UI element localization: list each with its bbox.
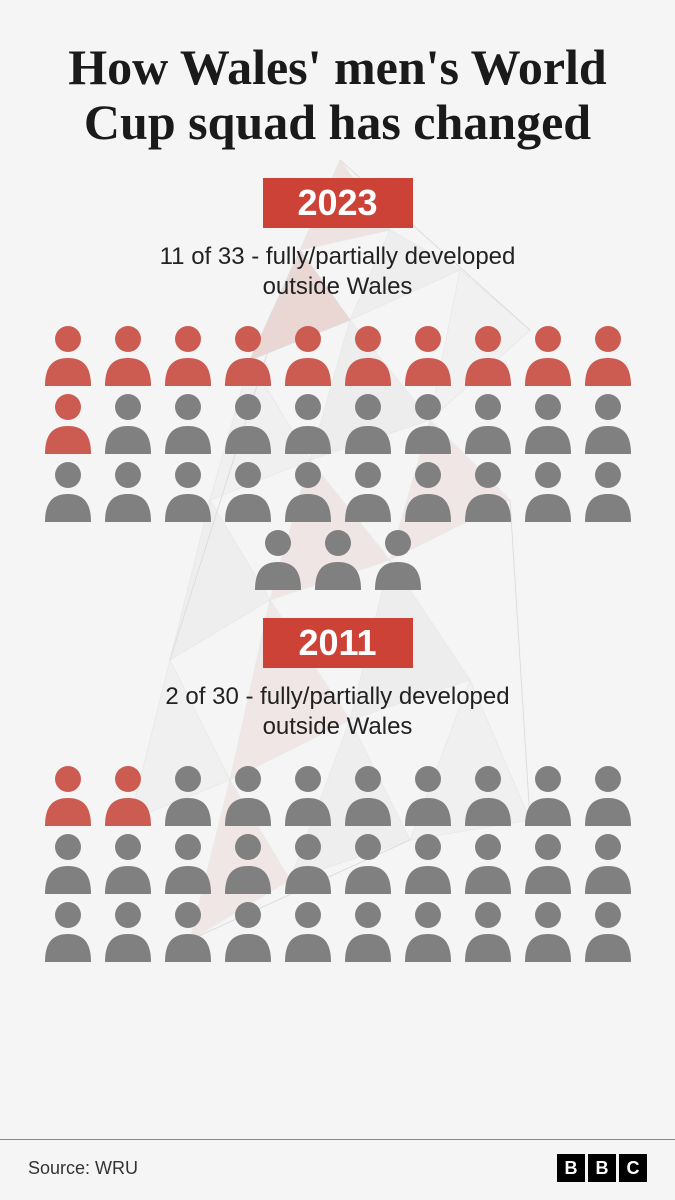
person-icon <box>579 456 637 522</box>
source-text: Source: WRU <box>28 1158 138 1179</box>
person-icon <box>219 388 277 454</box>
person-icon <box>399 760 457 826</box>
person-icon <box>99 760 157 826</box>
year-section: 2011 2 of 30 - fully/partially developedo… <box>36 618 639 962</box>
person-icon <box>579 828 637 894</box>
person-icon <box>339 828 397 894</box>
person-icon <box>279 896 337 962</box>
person-icon <box>519 320 577 386</box>
person-icon <box>519 456 577 522</box>
person-icon <box>159 456 217 522</box>
person-icon <box>459 320 517 386</box>
pictogram-row <box>39 828 637 894</box>
person-icon <box>219 896 277 962</box>
person-icon <box>339 320 397 386</box>
person-icon <box>309 524 367 590</box>
section-subtitle: 2 of 30 - fully/partially developedoutsi… <box>36 682 639 742</box>
year-pill: 2011 <box>263 618 413 668</box>
footer: Source: WRU B B C <box>0 1139 675 1200</box>
person-icon <box>39 896 97 962</box>
year-section: 2023 11 of 33 - fully/partially developed… <box>36 178 639 590</box>
bbc-logo: B B C <box>557 1154 647 1182</box>
person-icon <box>99 320 157 386</box>
person-icon <box>219 320 277 386</box>
page-title: How Wales' men's World Cup squad has cha… <box>36 40 639 150</box>
person-icon <box>159 828 217 894</box>
pictogram-row <box>39 388 637 454</box>
logo-letter: C <box>619 1154 647 1182</box>
person-icon <box>399 456 457 522</box>
person-icon <box>459 456 517 522</box>
person-icon <box>339 896 397 962</box>
person-icon <box>519 760 577 826</box>
person-icon <box>99 828 157 894</box>
person-icon <box>39 760 97 826</box>
person-icon <box>159 896 217 962</box>
person-icon <box>159 388 217 454</box>
person-icon <box>339 456 397 522</box>
person-icon <box>339 760 397 826</box>
pictogram-grid <box>36 760 639 962</box>
pictogram-row <box>39 320 637 386</box>
person-icon <box>219 828 277 894</box>
section-subtitle: 11 of 33 - fully/partially developedouts… <box>36 242 639 302</box>
year-pill: 2023 <box>263 178 413 228</box>
subtitle-line: 11 of 33 - fully/partially developed <box>36 242 639 272</box>
pictogram-grid <box>36 320 639 590</box>
person-icon <box>39 320 97 386</box>
person-icon <box>519 388 577 454</box>
person-icon <box>279 320 337 386</box>
subtitle-line: outside Wales <box>36 712 639 742</box>
person-icon <box>99 388 157 454</box>
person-icon <box>399 896 457 962</box>
person-icon <box>579 320 637 386</box>
pictogram-row <box>249 524 427 590</box>
subtitle-line: outside Wales <box>36 272 639 302</box>
pictogram-row <box>39 760 637 826</box>
person-icon <box>279 388 337 454</box>
person-icon <box>579 388 637 454</box>
person-icon <box>39 828 97 894</box>
person-icon <box>399 388 457 454</box>
person-icon <box>519 828 577 894</box>
person-icon <box>219 760 277 826</box>
person-icon <box>279 456 337 522</box>
person-icon <box>249 524 307 590</box>
pictogram-row <box>39 456 637 522</box>
person-icon <box>159 320 217 386</box>
subtitle-line: 2 of 30 - fully/partially developed <box>36 682 639 712</box>
person-icon <box>159 760 217 826</box>
person-icon <box>399 320 457 386</box>
person-icon <box>279 760 337 826</box>
logo-letter: B <box>557 1154 585 1182</box>
person-icon <box>579 760 637 826</box>
person-icon <box>369 524 427 590</box>
logo-letter: B <box>588 1154 616 1182</box>
person-icon <box>39 456 97 522</box>
infographic-content: How Wales' men's World Cup squad has cha… <box>0 0 675 962</box>
person-icon <box>459 828 517 894</box>
person-icon <box>579 896 637 962</box>
person-icon <box>99 896 157 962</box>
person-icon <box>459 388 517 454</box>
person-icon <box>339 388 397 454</box>
person-icon <box>219 456 277 522</box>
person-icon <box>99 456 157 522</box>
person-icon <box>459 896 517 962</box>
person-icon <box>279 828 337 894</box>
person-icon <box>399 828 457 894</box>
person-icon <box>519 896 577 962</box>
pictogram-row <box>39 896 637 962</box>
person-icon <box>459 760 517 826</box>
person-icon <box>39 388 97 454</box>
